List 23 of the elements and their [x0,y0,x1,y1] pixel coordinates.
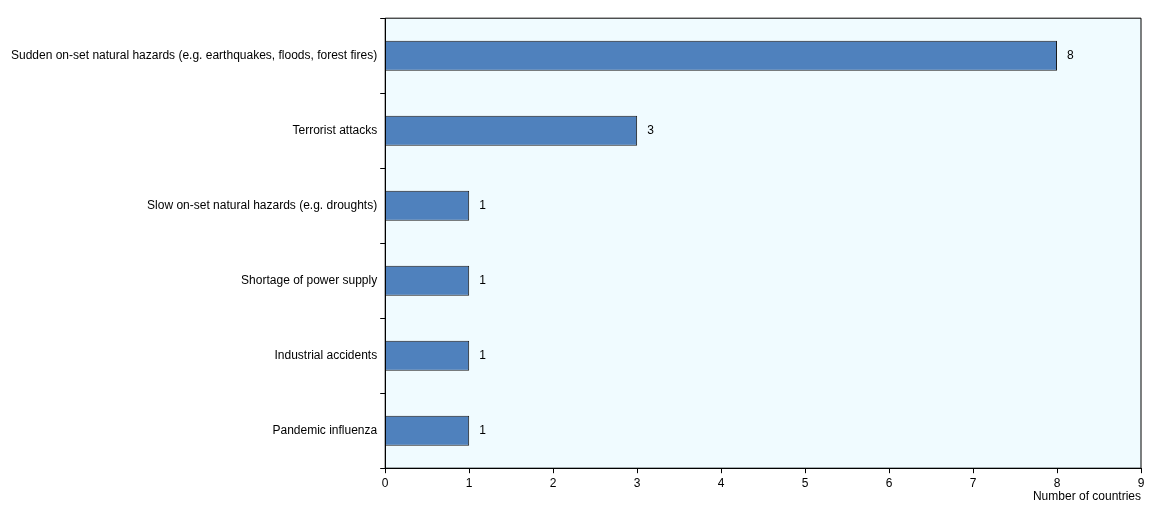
x-tick-label: 0 [381,475,389,490]
data-label: 1 [479,423,487,438]
x-tick-label: 6 [885,475,893,490]
y-tick-label: Terrorist attacks [292,123,378,138]
x-tick-label: 5 [801,475,809,490]
y-tick-label: Sudden on-set natural hazards (e.g. earthquakes, floods, forest fires) [10,48,378,63]
x-tick-label: 3 [633,475,641,490]
y-tick-label: Slow on-set natural hazards (e.g. droughts) [147,198,378,213]
x-tick-label: 8 [1053,475,1061,490]
x-axis-title: Number of countries [1032,489,1141,504]
data-label: 1 [479,198,487,213]
y-tick-label: Shortage of power supply [241,273,378,288]
data-label: 1 [479,273,487,288]
x-tick-label: 7 [969,475,977,490]
x-tick-label: 4 [717,475,725,490]
y-tick-label: Industrial accidents [274,348,378,363]
data-label: 1 [479,348,487,363]
y-tick-label: Pandemic influenza [272,423,378,438]
data-label: 3 [647,123,655,138]
x-tick-label: 9 [1137,475,1145,490]
x-tick-label: 2 [549,475,557,490]
x-tick-label: 1 [465,475,473,490]
data-label: 8 [1067,48,1075,63]
